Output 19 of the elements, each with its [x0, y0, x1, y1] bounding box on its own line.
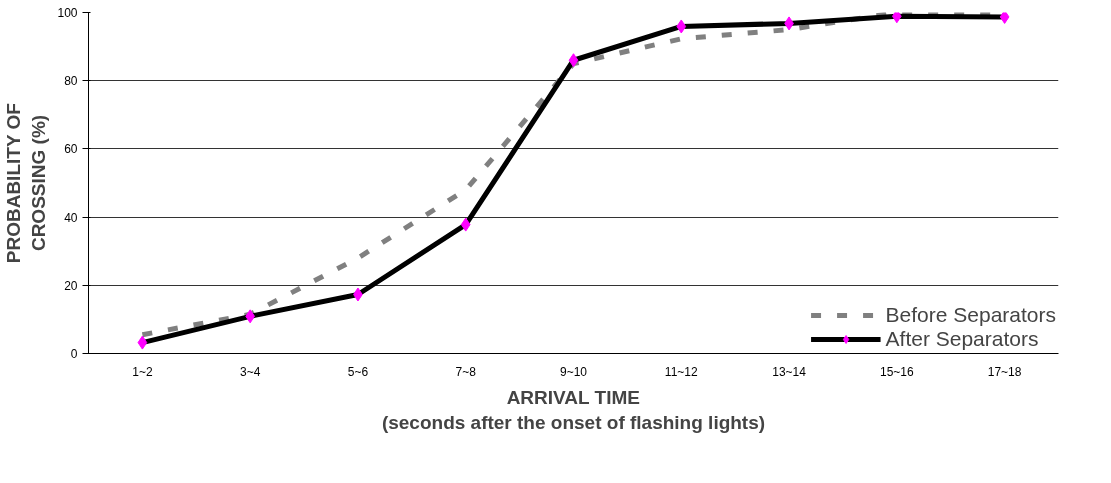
- x-tick-label: 15~16: [879, 364, 915, 379]
- x-tick-label: 13~14: [772, 364, 807, 379]
- y-tick-label: 100: [57, 6, 78, 20]
- y-tick-label: 40: [64, 210, 78, 225]
- y-tick-label: 60: [64, 142, 78, 157]
- x-tick-label: 9~10: [559, 364, 588, 379]
- x-tick-label: 3~4: [239, 364, 261, 379]
- x-tick-label: 5~6: [347, 364, 369, 379]
- y-tick-label: 80: [64, 74, 78, 89]
- y-tick-label: 0: [70, 347, 78, 361]
- x-axis-title: ARRIVAL TIME (seconds after the onset of flashing lights): [381, 386, 766, 433]
- x-tick-label: 1~2: [132, 364, 153, 379]
- legend-label: Before Separators: [885, 303, 1056, 327]
- y-tick-label: 20: [64, 278, 78, 293]
- legend-label: After Separators: [885, 327, 1039, 351]
- x-tick-label: 7~8: [455, 364, 477, 379]
- x-tick-label: 17~18: [987, 364, 1022, 379]
- x-tick-label: 11~12: [664, 364, 699, 379]
- y-axis-title: PROBABILITY OF CROSSING (%): [3, 103, 50, 264]
